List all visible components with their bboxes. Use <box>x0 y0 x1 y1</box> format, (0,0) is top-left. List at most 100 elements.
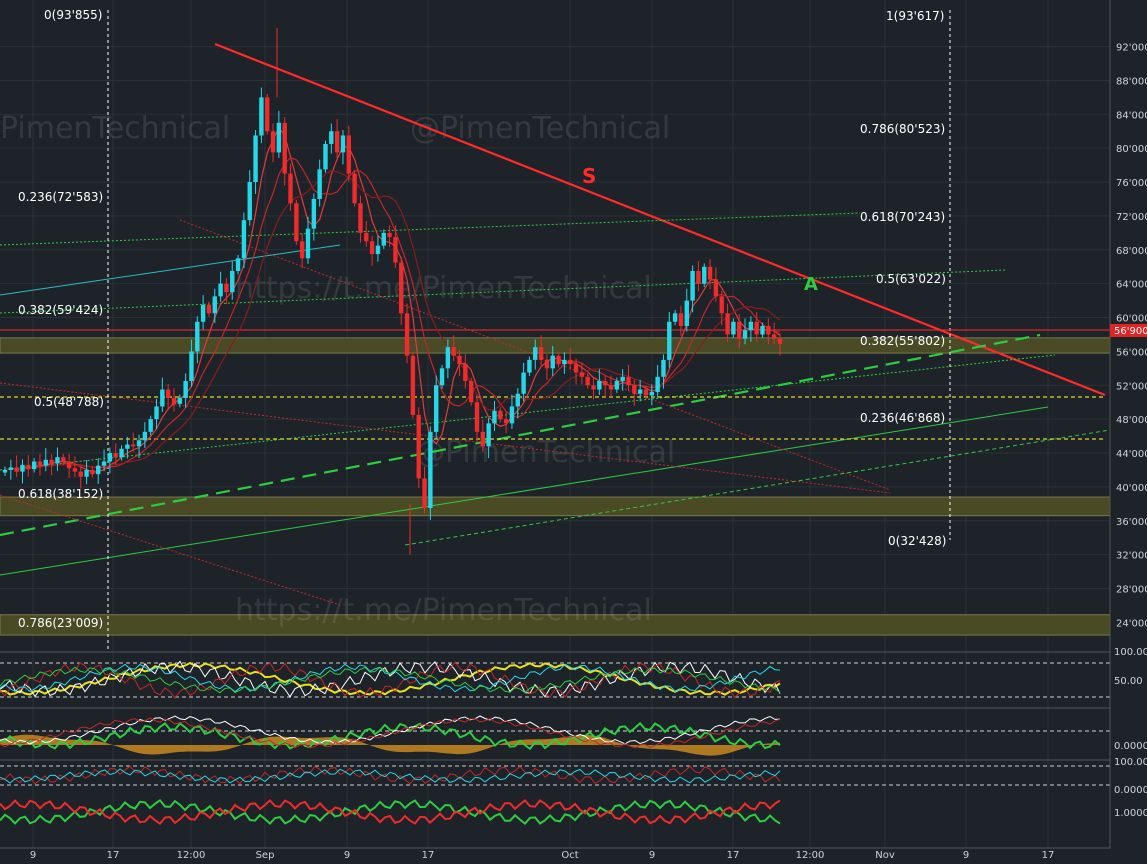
candle-body <box>235 258 241 271</box>
candle-body <box>346 135 351 174</box>
candle-body <box>43 459 48 466</box>
candle-body <box>614 381 620 390</box>
candle-body <box>183 381 188 398</box>
price-tick-label: 88'000 <box>1116 76 1147 87</box>
fib-right-label: 0.236(46'868) <box>860 411 945 425</box>
candle-body <box>404 313 410 356</box>
time-tick-label: 17 <box>727 850 740 861</box>
current-price-label: 56'900 <box>1114 326 1147 337</box>
price-tick-label: 72'000 <box>1116 212 1147 223</box>
candle-body <box>480 431 486 447</box>
price-axis: 92'000 88'000 84'000 80'000 76'000 72'000 68'0… <box>1109 0 1147 864</box>
annotation-s: S <box>582 164 596 188</box>
candle-body <box>416 414 421 479</box>
candle-body <box>399 262 404 314</box>
candle-body <box>323 143 328 170</box>
candle-body <box>84 469 89 477</box>
candle-body <box>311 198 317 229</box>
time-tick-label: Sep <box>256 850 275 861</box>
moving-average-5 <box>4 126 781 473</box>
watermark-handle: @PimenTechnical <box>410 111 670 146</box>
channel-lower-line <box>404 429 1111 546</box>
watermark-url-2: https://t.me/PimenTechnical <box>235 593 652 628</box>
time-tick-label: 17 <box>107 850 120 861</box>
annotation-a: A <box>804 274 818 295</box>
time-tick-label: 9 <box>344 850 350 861</box>
candle-body <box>655 376 660 393</box>
candle-body <box>125 444 130 449</box>
candle-body <box>632 385 637 394</box>
candle-body <box>684 300 689 326</box>
candle-body <box>696 270 701 284</box>
candle-body <box>14 467 19 472</box>
candle-body <box>49 459 54 464</box>
candle-body <box>474 402 480 432</box>
candle-body <box>241 220 247 259</box>
fib-right-label: 0.786(80'523) <box>860 122 945 136</box>
candle-body <box>20 464 25 472</box>
fib-right-label: 0.5(63'022) <box>876 272 946 286</box>
candle-body <box>358 203 363 233</box>
indicator-axis-label: 0.0000 <box>1114 741 1147 752</box>
candle-body <box>101 461 107 466</box>
indicator-axis-label: 100.00 <box>1114 757 1147 768</box>
bear-power-line <box>0 798 781 826</box>
candle-body <box>119 448 124 458</box>
fib-right-label: 0(32'428) <box>888 534 946 548</box>
candle-body <box>8 467 14 470</box>
candle-body <box>26 464 31 470</box>
fib-left-label: 0.382(59'424) <box>18 303 103 317</box>
candle-body <box>136 440 142 447</box>
candle-body <box>533 347 538 360</box>
candle-body <box>591 385 596 390</box>
candle-body <box>602 381 608 386</box>
candle-body <box>579 372 585 377</box>
candle-body <box>96 465 101 475</box>
candle-body <box>130 444 136 447</box>
indicator-axis-label: 1.0000 <box>1114 808 1147 819</box>
candle-body <box>195 321 200 352</box>
stoch-k-line <box>0 661 781 699</box>
candle-body <box>334 131 340 153</box>
time-tick-label: Oct <box>561 850 578 861</box>
fib-right-label: 0.382(55'802) <box>860 334 945 348</box>
candle-body <box>265 97 270 132</box>
candle-body <box>206 304 212 314</box>
candle-body <box>486 423 491 447</box>
candle-body <box>608 385 614 390</box>
candle-body <box>719 296 724 314</box>
candle-body <box>299 241 305 259</box>
resistance-line-s <box>214 42 1106 397</box>
candle-body <box>393 237 398 263</box>
fib-labels: 0(93'855) 0.236(72'583) 0.382(59'424) 0.5(4… <box>18 8 946 630</box>
time-tick-label: 9 <box>649 850 655 861</box>
candle-body <box>55 457 60 464</box>
candle-body <box>37 461 43 466</box>
candle-body <box>439 368 445 386</box>
price-tick-label: 28'000 <box>1116 584 1147 595</box>
candle-body <box>259 97 264 136</box>
price-tick-label: 76'000 <box>1116 178 1147 189</box>
price-tick-label: 84'000 <box>1116 110 1147 121</box>
candle-body <box>2 469 8 473</box>
candle-body <box>690 270 695 301</box>
indicator-panels <box>0 651 1147 849</box>
price-tick-label: 52'000 <box>1116 381 1147 392</box>
time-tick-label: 9 <box>30 850 36 861</box>
time-axis: 9 17 12:00 Sep 9 17 Oct 9 17 12:00 Nov 9 17 <box>30 850 1055 861</box>
candle-body <box>212 296 217 314</box>
candle-body <box>538 347 544 360</box>
moving-averages <box>4 126 781 473</box>
fib-left-label: 0(93'855) <box>44 8 102 22</box>
candle-body <box>171 397 177 404</box>
time-tick-label: 9 <box>963 850 969 861</box>
candle-body <box>527 359 532 373</box>
candle-body <box>410 355 416 415</box>
candle-body <box>329 131 334 144</box>
candle-body <box>568 359 573 365</box>
candle-body <box>661 359 666 377</box>
candle-body <box>649 392 655 396</box>
chart-annotations: S A <box>582 164 818 295</box>
candle-body <box>340 135 346 153</box>
